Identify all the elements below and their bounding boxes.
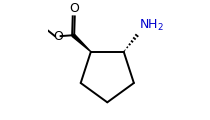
- Polygon shape: [72, 34, 91, 52]
- Text: NH$_2$: NH$_2$: [139, 18, 164, 33]
- Text: O: O: [69, 2, 79, 15]
- Text: O: O: [53, 30, 63, 43]
